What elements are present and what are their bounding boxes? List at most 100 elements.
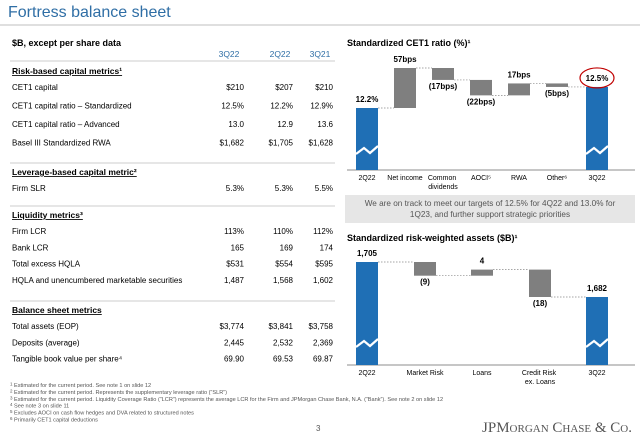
total-bar (356, 108, 378, 170)
category-label: Net income (387, 175, 423, 182)
value-label: 57bps (393, 55, 417, 64)
cell-value: 12.9 (277, 120, 293, 129)
row-label: Deposits (average) (12, 338, 80, 347)
cell-value: 69.90 (224, 355, 245, 364)
row-label: Total excess HQLA (12, 260, 81, 269)
footnote-text: Estimated for the current period. See no… (14, 383, 151, 389)
value-label: (9) (420, 278, 430, 287)
cell-value: $3,774 (220, 322, 245, 331)
cell-value: 165 (231, 243, 245, 252)
footnote-text: Estimated for the current period. Repres… (14, 390, 227, 396)
total-bar (356, 262, 378, 365)
cell-value: 112% (313, 227, 333, 236)
category-label: 2Q22 (358, 370, 375, 377)
total-bar (586, 297, 608, 365)
section-title: Liquidity metrics³ (12, 210, 83, 220)
cell-value: 5.5% (315, 184, 333, 193)
column-header: 3Q22 (219, 49, 240, 59)
category-label: 2Q22 (358, 175, 375, 182)
category-label: 3Q22 (588, 175, 605, 182)
cell-value: $1,682 (220, 139, 245, 148)
value-label: 12.5% (586, 74, 609, 83)
delta-bar (508, 83, 530, 96)
category-label: RWA (511, 175, 527, 182)
row-label: CET1 capital (12, 83, 58, 92)
cell-value: $210 (226, 83, 244, 92)
total-bar (586, 86, 608, 170)
section-title: Risk-based capital metrics¹ (12, 66, 122, 76)
footnote-number: 6 (10, 416, 13, 421)
delta-bar (529, 269, 551, 297)
highlight-ring (579, 67, 615, 89)
value-label: 1,682 (587, 284, 608, 293)
category-label: 3Q22 (588, 370, 605, 377)
row-label: CET1 capital ratio – Standardized (12, 102, 132, 111)
delta-bar (414, 262, 436, 276)
cell-value: 2,369 (313, 338, 334, 347)
cell-value: 69.53 (273, 355, 294, 364)
chart-title: Standardized CET1 ratio (%)¹ (347, 38, 471, 48)
axis-break (355, 338, 379, 348)
row-label: Tangible book value per share⁴ (12, 355, 123, 364)
footnote-text: Excludes AOCI on cash flow hedges and DV… (14, 411, 194, 417)
cell-value: 13.6 (317, 120, 333, 129)
delta-bar (546, 83, 568, 87)
row-label: Firm SLR (12, 184, 46, 193)
footnote-number: 5 (10, 409, 13, 414)
delta-bar (432, 68, 454, 80)
delta-bar (394, 68, 416, 108)
category-label: Loans (472, 370, 492, 377)
cell-value: 69.87 (313, 355, 334, 364)
cell-value: 174 (320, 243, 334, 252)
cell-value: $207 (275, 83, 293, 92)
cell-value: $3,758 (309, 322, 334, 331)
value-label: 1,705 (357, 249, 378, 258)
cell-value: 1,487 (224, 276, 245, 285)
axis-break (355, 145, 379, 155)
cell-value: 113% (224, 227, 244, 236)
value-label: (17bps) (429, 82, 458, 91)
cell-value: 12.9% (310, 102, 333, 111)
callout: We are on track to meet our targets of 1… (345, 195, 635, 223)
footnote-text: Primarily CET1 capital deductions (14, 418, 98, 424)
category-label: AOCI⁵ (471, 175, 491, 182)
footnote-number: 3 (10, 395, 13, 400)
cell-value: 1,602 (313, 276, 334, 285)
delta-bar (471, 269, 493, 276)
cell-value: $554 (275, 260, 293, 269)
footnote-number: 1 (10, 382, 13, 387)
section-title: Leverage-based capital metric² (12, 167, 137, 177)
column-header: 3Q21 (310, 49, 331, 59)
footnote-text: See note 3 on slide 11 (14, 404, 69, 410)
table-caption: $B, except per share data (12, 38, 122, 48)
cell-value: 12.5% (221, 102, 244, 111)
axis-break (585, 145, 609, 155)
value-label: 17bps (507, 70, 531, 79)
category-label: Common dividends (428, 175, 458, 191)
value-label: (22bps) (467, 97, 496, 106)
value-label: 4 (480, 257, 485, 266)
page-number: 3 (316, 424, 321, 433)
cell-value: 2,532 (273, 338, 294, 347)
footnote-number: 2 (10, 388, 13, 393)
cell-value: $531 (226, 260, 244, 269)
row-label: Basel III Standardized RWA (12, 139, 111, 148)
category-label: Market Risk (407, 370, 444, 377)
cell-value: $3,841 (269, 322, 294, 331)
row-label: Total assets (EOP) (12, 322, 79, 331)
cell-value: $1,705 (269, 139, 294, 148)
section-title: Balance sheet metrics (12, 305, 102, 315)
delta-bar (470, 79, 492, 96)
axis-break (585, 338, 609, 348)
cell-value: $1,628 (309, 139, 334, 148)
cell-value: 1,568 (273, 276, 294, 285)
logo: JPMorgan Chase & Co. (482, 420, 632, 436)
chart-title: Standardized risk-weighted assets ($B)¹ (347, 233, 518, 243)
cell-value: 110% (273, 227, 293, 236)
cell-value: 2,445 (224, 338, 245, 347)
cell-value: 5.3% (275, 184, 293, 193)
category-label: Credit Risk ex. Loans (522, 370, 558, 386)
row-label: HQLA and unencumbered marketable securit… (12, 276, 182, 285)
slide-title: Fortress balance sheet (8, 4, 171, 21)
